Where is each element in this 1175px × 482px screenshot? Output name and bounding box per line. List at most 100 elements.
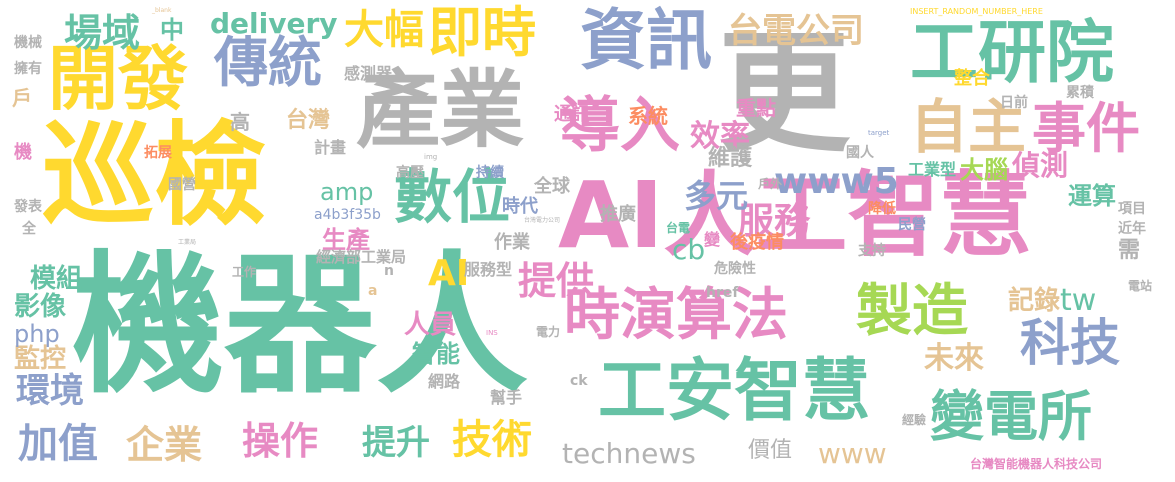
word: 變電所 [930,385,1092,448]
word: 國人 [846,145,874,161]
word: 擁有 [14,61,42,77]
word: 事件 [1032,97,1140,160]
word: AI [428,253,470,294]
word: ck [570,373,588,389]
word: 監控 [14,344,67,374]
word: 支持 [858,243,886,259]
word: 操作 [242,419,319,463]
word: 製造 [856,279,968,344]
word: 模組 [30,264,83,294]
word: 後疫情 [730,232,784,253]
word: 服務型 [464,260,513,279]
word: 機 [14,142,32,163]
word: 重點 [736,96,776,120]
word: 民營 [898,217,926,233]
word: 日前 [1000,95,1028,111]
word: 工研院 [910,14,1115,93]
word: 拓展 [144,145,172,161]
word: 大腦 [960,156,1008,184]
word: 持續 [476,165,504,181]
word: 變 [704,230,721,249]
word: 高 [230,110,250,134]
word: 更 [718,17,850,171]
word: 數位 [394,163,511,231]
word: 高壓 [396,165,424,181]
word: n [384,263,394,279]
word: 時演算法 [564,283,788,348]
word: 場域 [64,11,141,55]
word: 即時 [428,1,536,64]
word: 推廣 [600,204,636,225]
word: 幫手 [490,388,523,407]
word: 提供 [518,259,595,303]
word: 降低 [868,201,896,217]
word: 價值 [748,438,793,463]
word: 大幅 [344,7,424,53]
word: 系統 [628,104,668,128]
word: 全球 [534,176,570,197]
word: 經濟部工業局 [316,248,407,266]
word: 工業型 [908,160,957,179]
word: www5 [774,161,899,202]
word: 資訊 [580,2,712,79]
word: 計畫 [314,138,347,157]
word: www [818,437,887,470]
word: _blank [152,7,172,14]
word: 導入 [560,91,680,161]
word: target [868,129,890,137]
word: 環境 [16,371,84,411]
word: 作業 [494,232,530,253]
word: href [706,285,739,301]
word: 運算 [1068,182,1116,210]
word: INSERT_RANDOM_NUMBER_HERE [910,7,1043,16]
word: 機器人 [72,237,528,414]
word: 工業局 [178,239,197,246]
word: 台灣智能機器人科技公司 [970,457,1103,471]
word: 台灣電力公司 [524,217,561,224]
word: 開發 [48,38,188,120]
word: 工安智慧 [598,352,871,431]
word: 智能 [412,340,460,368]
word: 台電公司 [728,11,864,51]
word: 時代 [502,196,538,217]
word: 工作 [232,265,257,279]
word: 項目 [1118,201,1146,217]
word: 技術 [452,417,532,463]
word: 企業 [126,423,203,467]
word: 通訊 [554,104,590,125]
word: 整合 [954,68,990,89]
word: 危險性 [714,261,756,277]
word: 戶 [12,86,32,110]
word: 發表 [14,199,42,215]
word: 中 [160,16,184,44]
word: 服務 [738,201,811,242]
word: 自主 [910,93,1027,161]
word: 影像 [14,292,67,322]
word: 台電 [666,221,691,235]
word: 傳統 [214,31,322,94]
word: 感測器 [344,64,393,83]
word: 機械 [14,35,42,51]
word: 全 [22,221,36,237]
word: INS [486,329,498,337]
word: 提升 [362,423,430,463]
word: 國營 [168,177,196,193]
word: technews [562,437,696,470]
word: 記錄 [1008,286,1061,316]
word: 維護 [708,146,753,171]
word: img [424,153,438,161]
word: php [14,320,60,348]
word: AI人工智慧 [558,162,1032,269]
word: 巡檢 [42,111,266,241]
word: tw [1060,283,1097,318]
word: 效率 [690,119,750,154]
word: 網路 [428,372,461,391]
word: 科技 [1020,314,1120,372]
word: amp [320,178,374,206]
word: 人員 [404,310,457,340]
word: 近年 [1118,221,1146,237]
word: 電力 [536,325,561,339]
word: 未來 [924,341,984,376]
word: 加值 [18,421,98,467]
